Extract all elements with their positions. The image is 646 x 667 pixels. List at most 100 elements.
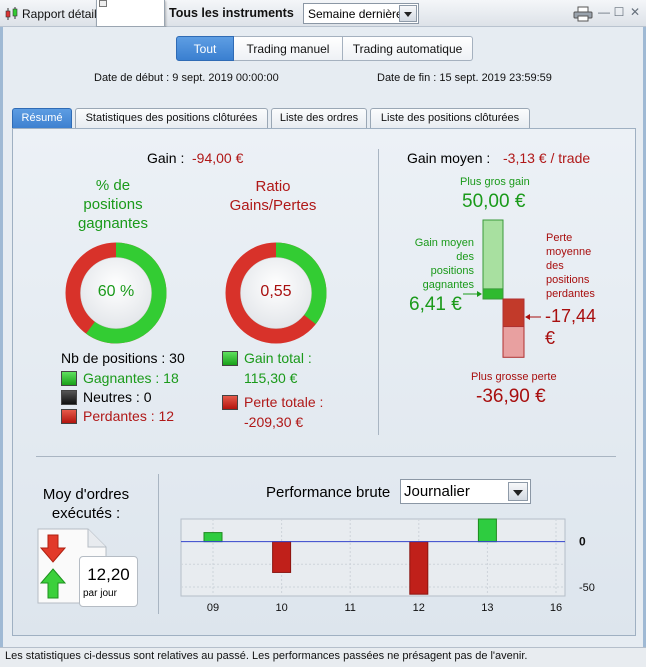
x-tick-label: 11 <box>344 602 355 614</box>
gagnantes-count: Gagnantes : 18 <box>83 370 179 386</box>
plus-grosse-perte-label: Plus grosse perte <box>471 371 557 383</box>
win-pct-value: 60 % <box>97 283 135 300</box>
perte-totale-label: Perte totale : <box>244 394 324 410</box>
label-line: des <box>456 251 474 263</box>
x-tick-label: 10 <box>275 602 287 614</box>
gain-moyen-value: -3,13 € / trade <box>503 150 591 166</box>
ratio-title-line: Gains/Pertes <box>229 197 317 214</box>
donut-win-segment <box>65 242 167 344</box>
avg-loss-bar <box>502 298 525 328</box>
label-line: positions <box>430 265 474 277</box>
win-pct-title-line: % de <box>95 177 131 194</box>
disclaimer-footer: Les statistiques ci-dessus sont relative… <box>0 647 646 667</box>
winning-square-icon <box>61 371 77 386</box>
candlestick-chart-icon <box>5 7 18 20</box>
avg-gain-bar <box>482 288 504 300</box>
y-ticks: 0 -50 <box>579 535 595 594</box>
orders-title-line: exécutés : <box>51 505 121 522</box>
filter-all-button[interactable]: Tout <box>176 36 234 61</box>
x-tick-label: 16 <box>550 602 562 614</box>
gain-moyen-positions-label: Gain moyen des positions gagnantes <box>390 236 474 292</box>
chart-bar <box>203 532 223 543</box>
overlay-popup <box>96 0 165 27</box>
printer-icon[interactable] <box>573 6 593 22</box>
close-button[interactable]: ✕ <box>629 5 641 19</box>
orders-title-line: Moy d'ordres <box>42 486 130 503</box>
label-line: gagnantes <box>422 279 474 291</box>
ratio-donut <box>225 242 327 344</box>
ratio-title: Ratio Gains/Pertes <box>213 177 333 215</box>
win-pct-title: % de positions gagnantes <box>53 176 173 233</box>
performance-mode-select[interactable]: Journalier <box>400 479 531 504</box>
perte-totale-square-icon <box>222 395 238 410</box>
plus-gros-gain-label: Plus gros gain <box>460 176 530 188</box>
donut-gain-segment <box>225 242 327 344</box>
label-line: Perte <box>546 232 573 244</box>
orders-value-box: 12,20 par jour <box>79 556 138 607</box>
nb-positions: Nb de positions : 30 <box>61 350 185 366</box>
perdantes-count: Perdantes : 12 <box>83 408 175 424</box>
perte-moyenne-value: -17,44 € <box>545 305 596 349</box>
gain-label: Gain : <box>147 150 185 166</box>
x-tick-label: 09 <box>207 602 219 614</box>
tab-resume[interactable]: Résumé <box>12 108 72 129</box>
tab-closed-positions-stats[interactable]: Statistiques des positions clôturées <box>75 108 268 128</box>
trading-filter: Tout Trading manuel Trading automatique <box>176 36 473 61</box>
x-tick-label: 12 <box>413 602 425 614</box>
tab-orders-list[interactable]: Liste des ordres <box>271 108 367 128</box>
ratio-title-line: Ratio <box>255 178 291 195</box>
arrow-down-icon <box>39 534 67 563</box>
main-area: Tout Trading manuel Trading automatique … <box>0 27 646 647</box>
chevron-shape <box>513 490 523 496</box>
ratio-value: 0,55 <box>260 283 292 300</box>
orders-value: 12,20 <box>87 565 130 584</box>
gain-total-value: 115,30 € <box>244 370 298 386</box>
maximize-button[interactable]: ☐ <box>613 5 625 19</box>
gain-value: -94,00 € <box>192 150 244 166</box>
orders-title: Moy d'ordres exécutés : <box>29 485 143 523</box>
arrow-up-icon <box>39 568 67 599</box>
chevron-down-icon[interactable] <box>399 5 417 22</box>
win-pct-title-line: positions <box>83 196 143 213</box>
chart-plot-area <box>180 518 566 597</box>
y-tick-label: 0 <box>579 535 586 549</box>
x-tick-label: 13 <box>481 602 493 614</box>
y-tick-label: -50 <box>579 582 595 594</box>
losing-square-icon <box>61 409 77 424</box>
chevron-down-icon[interactable] <box>508 482 528 501</box>
neutral-square-icon <box>61 390 77 405</box>
gain-moyen-label: Gain moyen : <box>407 150 491 166</box>
win-pct-donut <box>65 242 167 344</box>
filter-automatic-button[interactable]: Trading automatique <box>343 36 473 61</box>
perte-totale-value: -209,30 € <box>244 414 304 430</box>
value-line: -17,44 <box>545 306 597 326</box>
plus-grosse-perte-value: -36,90 € <box>476 386 546 407</box>
filter-manual-button[interactable]: Trading manuel <box>234 36 343 61</box>
minimize-button[interactable]: — <box>598 5 610 19</box>
arrow-left-icon <box>525 314 530 320</box>
chart-bar <box>272 541 292 573</box>
gain-loss-bars <box>463 219 541 358</box>
popup-mark-icon <box>99 0 107 7</box>
tab-closed-positions-list[interactable]: Liste des positions clôturées <box>370 108 530 128</box>
value-line: € <box>545 328 556 348</box>
label-line: Gain moyen <box>414 237 474 249</box>
win-pct-title-line: gagnantes <box>77 215 149 232</box>
start-date: Date de début : 9 sept. 2019 00:00:00 <box>94 72 279 84</box>
performance-mode-value: Journalier <box>404 483 470 500</box>
max-gain-bar <box>482 219 504 300</box>
chart-bar <box>409 541 429 595</box>
performance-title: Performance brute <box>266 484 391 501</box>
label-line: positions <box>546 274 590 286</box>
title-bar: Rapport détaillé Tous les instruments Se… <box>0 0 646 27</box>
instruments-label: Tous les instruments <box>169 6 294 20</box>
chart-grid <box>181 519 565 596</box>
x-ticks: 09 10 11 12 13 16 <box>207 602 562 614</box>
period-select-value: Semaine dernière <box>308 7 403 21</box>
donut-center <box>80 257 152 329</box>
perte-moyenne-label: Perte moyenne des positions perdantes <box>546 231 595 301</box>
window-title: Rapport détaillé <box>22 7 107 21</box>
plus-gros-gain-value: 50,00 € <box>462 191 526 212</box>
vertical-divider <box>378 149 379 435</box>
period-select[interactable]: Semaine dernière <box>303 3 419 24</box>
